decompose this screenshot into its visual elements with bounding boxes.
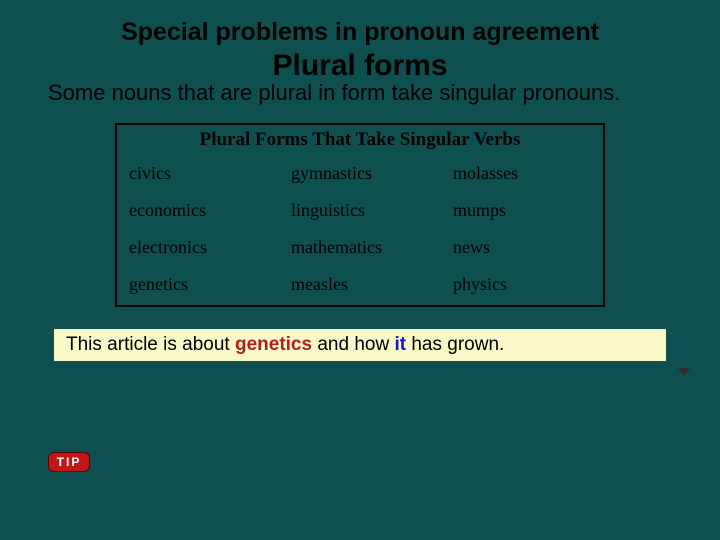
table-cell: gymnastics [279, 157, 441, 194]
table-cell: economics [117, 194, 279, 231]
page-subtitle: Plural forms [0, 49, 720, 83]
page-title: Special problems in pronoun agreement [0, 0, 720, 47]
plural-forms-table: Plural Forms That Take Singular Verbs ci… [115, 123, 605, 307]
example-sentence: This article is about genetics and how i… [54, 329, 666, 361]
intro-text: Some nouns that are plural in form take … [0, 79, 720, 107]
table-cell: mathematics [279, 231, 441, 268]
table-body: civics gymnastics molasses economics lin… [117, 157, 603, 305]
example-post: has grown. [406, 334, 504, 355]
table-cell: measles [279, 268, 441, 305]
table-cell: linguistics [279, 194, 441, 231]
example-pre: This article is about [66, 334, 235, 355]
table-cell: physics [441, 268, 603, 305]
example-highlight-pronoun: it [394, 334, 406, 355]
table-cell: genetics [117, 268, 279, 305]
table-heading: Plural Forms That Take Singular Verbs [117, 125, 603, 157]
example-highlight-noun: genetics [235, 334, 312, 355]
next-arrow-icon[interactable] [678, 368, 690, 376]
table-cell: molasses [441, 157, 603, 194]
tip-button[interactable]: TIP [48, 452, 90, 472]
example-mid: and how [312, 334, 394, 355]
table-cell: civics [117, 157, 279, 194]
table-cell: electronics [117, 231, 279, 268]
table-cell: news [441, 231, 603, 268]
table-cell: mumps [441, 194, 603, 231]
